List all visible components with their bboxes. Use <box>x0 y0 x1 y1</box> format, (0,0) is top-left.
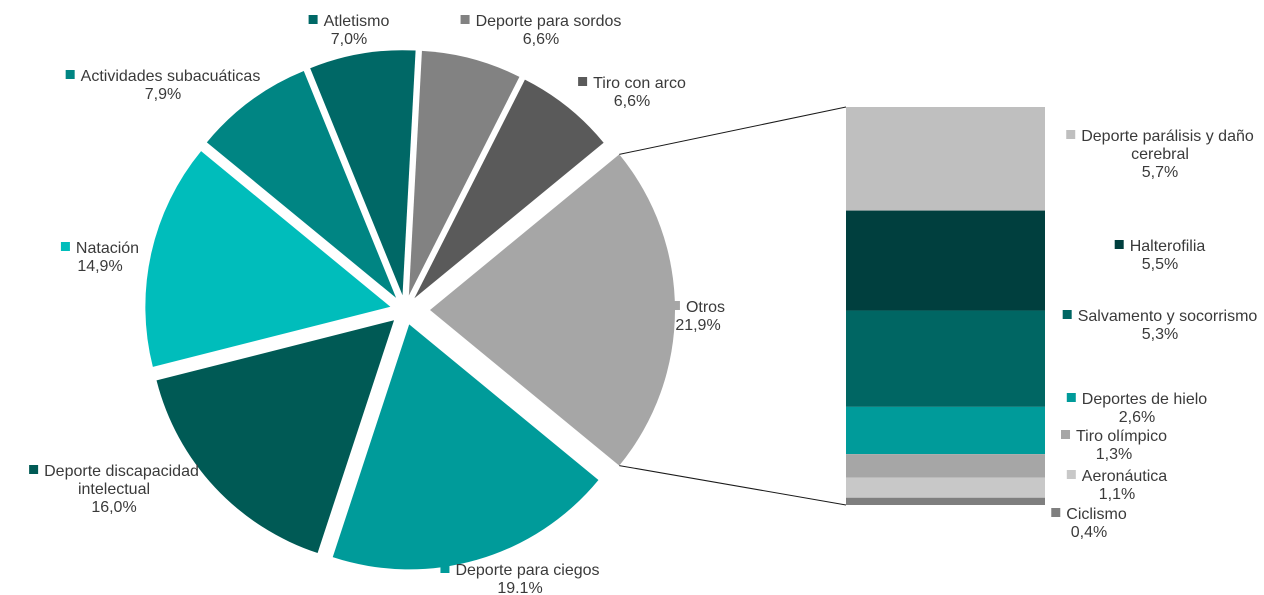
category-label: Deporte para ciegos <box>455 562 599 579</box>
connector-line-top <box>619 106 847 155</box>
category-label: Tiro olímpico <box>1076 428 1167 445</box>
legend-marker <box>1066 393 1076 402</box>
category-label: Salvamento y socorrismo <box>1078 308 1258 325</box>
value-label: 5,5% <box>1142 256 1178 273</box>
value-label: 1,3% <box>1096 446 1132 463</box>
category-label: Atletismo <box>324 13 390 30</box>
pie-slice-tiro-con-arco <box>414 79 604 299</box>
value-label: 6,6% <box>523 31 559 48</box>
pie-slice-atletismo <box>310 50 416 296</box>
value-label: 21,9% <box>675 317 720 334</box>
value-label: 6,6% <box>614 93 650 110</box>
legend-marker <box>440 564 450 573</box>
value-label: 7,9% <box>145 86 181 103</box>
legend-marker <box>578 77 588 86</box>
value-label: 5,7% <box>1142 164 1178 181</box>
legend-marker <box>1066 470 1076 479</box>
pie-slice-deporte-discapacidad-intelectual <box>156 320 395 554</box>
legend-marker <box>65 70 75 79</box>
category-label: intelectual <box>78 481 150 498</box>
category-label: Deporte parálisis y daño <box>1081 128 1254 145</box>
stacked-bar <box>846 107 1045 505</box>
category-label: Deporte discapacidad <box>44 463 199 480</box>
legend-marker <box>29 465 39 474</box>
value-label: 0,4% <box>1071 524 1107 541</box>
category-label: Deportes de hielo <box>1082 391 1208 408</box>
pie-slice-deporte-para-ciegos <box>332 324 599 570</box>
pie-chart <box>145 50 675 570</box>
value-label: 16,0% <box>91 499 136 516</box>
value-label: 14,9% <box>77 258 122 275</box>
category-label: Otros <box>686 299 725 316</box>
category-label: Aeronáutica <box>1082 468 1167 485</box>
pie-slice-otros <box>430 154 675 466</box>
legend-marker <box>60 242 70 251</box>
category-label: Natación <box>76 240 139 257</box>
pie-slice-actividades-subacuaticas <box>206 70 397 298</box>
category-label: Tiro con arco <box>593 75 686 92</box>
connector-lines <box>619 106 847 506</box>
legend-marker <box>1062 310 1072 319</box>
legend-marker <box>1061 430 1071 439</box>
category-label: Ciclismo <box>1066 506 1127 523</box>
value-label: 5,3% <box>1142 326 1178 343</box>
legend-marker <box>460 15 470 24</box>
bar-segment-ciclismo <box>846 497 1045 505</box>
bar-segment-salvamento-y-socorrismo <box>846 310 1045 407</box>
bar-segment-halterofilia <box>846 210 1045 311</box>
category-label: cerebral <box>1131 146 1189 163</box>
category-label: Actividades subacuáticas <box>81 68 261 85</box>
legend-marker <box>670 301 680 310</box>
value-label: 7,0% <box>331 31 367 48</box>
value-label: 1,1% <box>1099 486 1135 503</box>
legend-marker <box>1114 240 1124 249</box>
value-label: 2,6% <box>1119 409 1155 426</box>
pie-slice-deporte-para-sordos <box>408 50 520 296</box>
bar-segment-aeronautica <box>846 477 1045 498</box>
connector-line-bottom <box>619 465 847 506</box>
legend-marker <box>1051 508 1061 517</box>
bar-segment-deportes-de-hielo <box>846 406 1045 455</box>
bar-segment-tiro-olimpico <box>846 454 1045 478</box>
value-label: 19.1% <box>497 580 542 595</box>
pie-slice-natacion <box>145 151 391 367</box>
legend-marker <box>1066 130 1076 139</box>
category-label: Deporte para sordos <box>476 13 622 30</box>
category-label: Halterofilia <box>1130 238 1206 255</box>
bar-segment-deporte-paralisis-y-dano-cerebral <box>846 107 1045 211</box>
legend-marker <box>308 15 318 24</box>
